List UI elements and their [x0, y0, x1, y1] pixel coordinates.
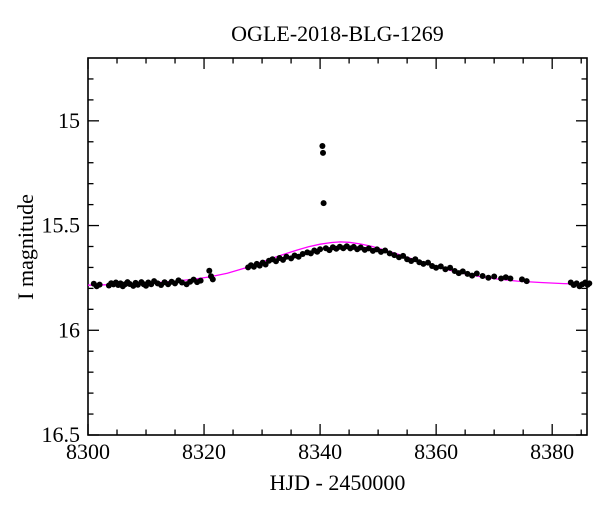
y-tick-label: 15 — [58, 108, 80, 133]
data-point — [502, 274, 509, 281]
x-tick-label: 8320 — [182, 439, 226, 464]
data-point — [442, 266, 449, 273]
data-point — [425, 259, 431, 266]
data-point — [464, 270, 471, 277]
x-axis-label: HJD - 2450000 — [269, 470, 406, 495]
x-tick-label: 8360 — [414, 439, 458, 464]
data-point — [433, 264, 440, 271]
data-point — [491, 273, 498, 280]
data-point — [283, 253, 290, 260]
data-point — [206, 267, 213, 274]
data-point — [498, 275, 505, 282]
data-point — [209, 276, 216, 283]
data-point — [523, 278, 530, 285]
data-point — [586, 280, 593, 287]
data-point — [179, 279, 185, 286]
data-point — [319, 143, 326, 149]
data-point — [473, 270, 480, 277]
data-point — [299, 251, 306, 257]
data-point — [320, 200, 327, 207]
data-point — [420, 260, 427, 267]
y-tick-label: 16.5 — [42, 422, 81, 447]
data-point — [386, 250, 393, 257]
data-point — [197, 277, 204, 284]
data-point — [519, 276, 525, 283]
plot-frame — [87, 57, 588, 436]
data-point — [400, 252, 407, 259]
data-point — [96, 281, 103, 288]
data-point — [391, 252, 398, 259]
y-tick-label: 15.5 — [42, 213, 81, 238]
data-point — [469, 272, 476, 279]
data-point — [459, 268, 466, 275]
x-tick-label: 8300 — [66, 439, 110, 464]
chart-title: OGLE-2018-BLG-1269 — [231, 21, 444, 46]
data-point — [317, 246, 324, 253]
data-point — [447, 264, 454, 271]
y-axis-label: I magnitude — [13, 194, 38, 300]
data-point — [479, 273, 486, 279]
data-point — [320, 149, 326, 156]
data-point — [485, 274, 492, 281]
x-tick-label: 8380 — [530, 439, 574, 464]
data-point — [507, 275, 514, 282]
data-point — [382, 247, 389, 254]
data-point — [437, 263, 444, 270]
y-tick-label: 16 — [58, 317, 80, 342]
x-tick-label: 8340 — [298, 439, 342, 464]
